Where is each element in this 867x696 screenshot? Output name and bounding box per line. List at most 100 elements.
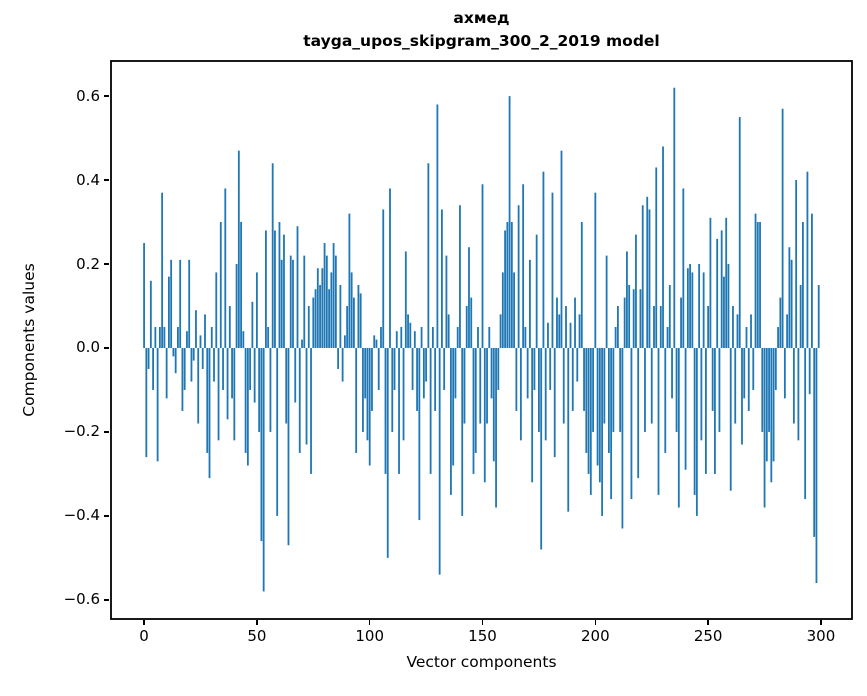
bar — [201, 347, 204, 369]
bar — [461, 347, 464, 516]
bar — [359, 293, 362, 348]
bar — [292, 259, 294, 348]
bar — [217, 347, 220, 441]
bar — [501, 272, 504, 348]
bar — [601, 347, 604, 516]
bar — [529, 259, 531, 348]
bar — [253, 347, 256, 403]
bar — [398, 347, 400, 474]
bar — [481, 184, 484, 348]
bar — [341, 347, 344, 382]
bar — [260, 347, 263, 542]
bar — [515, 347, 518, 411]
bar — [411, 347, 414, 390]
bar — [605, 255, 608, 348]
bar — [517, 205, 520, 348]
bar — [181, 347, 184, 411]
x-tick-mark — [481, 620, 484, 625]
bar — [664, 347, 667, 453]
bar — [745, 326, 748, 348]
bar — [716, 238, 719, 348]
bar — [213, 347, 215, 382]
bar — [294, 347, 297, 403]
bar — [305, 347, 308, 445]
bar — [583, 347, 585, 411]
bar — [350, 272, 353, 348]
bar — [673, 87, 676, 348]
bar — [752, 347, 755, 390]
bar — [495, 347, 497, 508]
bar — [695, 347, 698, 516]
bar — [163, 326, 166, 348]
bar — [551, 192, 554, 348]
bar — [492, 347, 495, 462]
bar — [296, 226, 299, 348]
y-tick-mark — [104, 263, 109, 265]
x-tick-mark — [256, 620, 258, 625]
bar — [391, 347, 394, 432]
bar — [732, 306, 734, 348]
bar — [210, 326, 213, 348]
bar — [646, 196, 649, 348]
bar — [790, 259, 793, 348]
bar — [427, 163, 430, 348]
bar — [644, 347, 646, 432]
bar — [610, 347, 613, 500]
bar — [271, 163, 274, 348]
bar — [402, 347, 405, 441]
bar — [143, 243, 145, 348]
bar — [486, 347, 488, 424]
bar — [783, 347, 786, 399]
bar — [718, 347, 721, 432]
bar — [165, 347, 168, 399]
bar — [407, 314, 409, 348]
x-tick-label: 50 — [247, 627, 267, 645]
bar — [343, 335, 346, 348]
bar — [556, 297, 558, 348]
bar — [655, 167, 658, 348]
bar — [177, 326, 179, 348]
bar — [310, 347, 312, 474]
bar — [795, 180, 798, 348]
bar — [765, 347, 768, 462]
bar — [574, 297, 576, 348]
bar — [743, 347, 746, 399]
bar — [422, 347, 425, 399]
bar — [197, 347, 200, 424]
bar — [616, 306, 619, 348]
bar — [418, 347, 421, 521]
bar — [761, 347, 764, 432]
chart-title: ахмед — [453, 9, 510, 27]
bar — [684, 347, 687, 470]
x-tick-label: 250 — [693, 627, 723, 645]
y-tick-mark — [104, 179, 109, 181]
bar — [325, 255, 328, 348]
y-tick-mark — [104, 515, 109, 517]
bar — [792, 347, 795, 424]
bar — [538, 347, 540, 432]
bar — [332, 243, 335, 348]
bar — [474, 347, 477, 453]
bar — [594, 192, 597, 348]
bar — [813, 347, 816, 537]
bar — [540, 347, 543, 550]
bar — [222, 347, 224, 390]
bar — [763, 347, 766, 508]
bar — [276, 347, 279, 516]
bar — [585, 347, 588, 453]
bar — [535, 234, 538, 348]
bar — [452, 347, 455, 466]
y-tick-label: 0.2 — [76, 254, 100, 273]
bar — [380, 326, 382, 348]
bar — [592, 347, 594, 432]
bar — [754, 213, 757, 348]
bar — [447, 314, 450, 348]
bar — [321, 268, 324, 348]
chart-title-block: ахмед tayga_upos_skipgram_300_2_2019 mod… — [110, 7, 853, 53]
bar — [519, 347, 522, 441]
y-tick-mark — [104, 431, 109, 433]
bar — [377, 347, 380, 390]
bar — [571, 347, 574, 411]
bar — [456, 326, 459, 348]
bar — [468, 247, 470, 348]
